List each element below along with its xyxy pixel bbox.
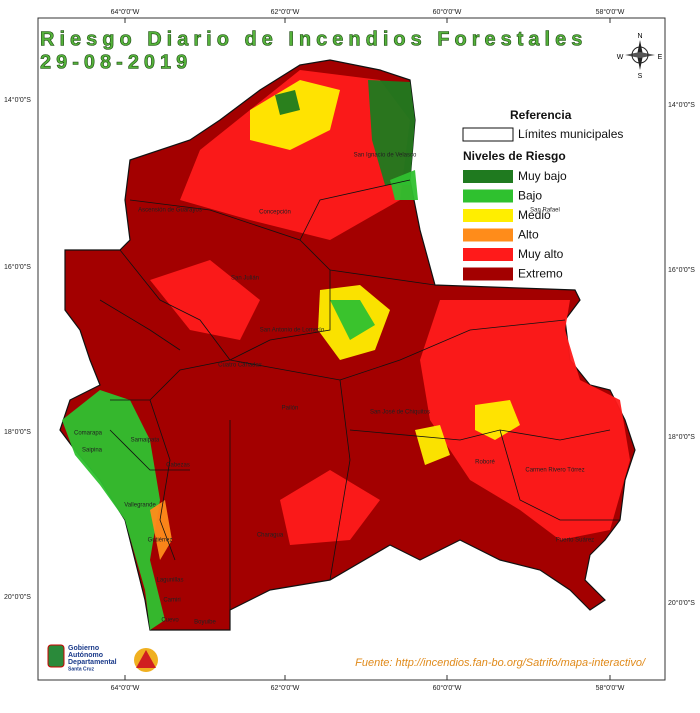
graticule-label: 18°0'0"S [668, 433, 695, 441]
compass-letter: N [637, 33, 642, 40]
map-title: Riesgo Diario de Incendios Forestales [40, 28, 587, 50]
compass-letter: S [638, 73, 643, 80]
legend-levels-title: Niveles de Riesgo [463, 149, 566, 163]
graticule-label: 14°0'0"S [4, 96, 31, 104]
municipality-label: Roboré [475, 460, 495, 466]
graticule-label: 64°0'0"W [111, 8, 140, 16]
compass-letter: W [617, 54, 624, 61]
legend-swatch [463, 228, 513, 242]
graticule-label: 14°0'0"S [668, 101, 695, 109]
logo-text: Autónomo [68, 652, 103, 659]
municipality-label: Pailón [282, 406, 299, 412]
graticule-label: 60°0'0"W [433, 684, 462, 692]
legend-swatch [463, 267, 513, 281]
municipality-label: Puerto Suárez [556, 538, 594, 544]
graticule-label: 62°0'0"W [271, 8, 300, 16]
department-map [59, 59, 636, 631]
risk-area [368, 80, 415, 185]
graticule-label: 20°0'0"S [4, 593, 31, 601]
legend-swatch [463, 170, 513, 183]
risk-area [150, 500, 172, 560]
legend-swatch [463, 209, 513, 222]
graticule-label: 58°0'0"W [596, 8, 625, 16]
logo-text: Santa Cruz [68, 666, 95, 672]
municipality-label: Saipina [82, 448, 103, 454]
municipal-boundaries [99, 179, 620, 610]
legend-boundary-swatch [462, 127, 514, 142]
municipality-label: Cuatro Cañadas [218, 363, 262, 369]
municipality-label: San Ignacio de Velasco [354, 153, 417, 159]
legend-label: Medio [518, 208, 551, 222]
municipality-label: Vallegrande [124, 503, 156, 509]
risk-area [475, 400, 520, 440]
municipality-label: San Antonio de Lomerío [260, 328, 325, 334]
legend-title: Referencia [510, 108, 572, 122]
map-date: 29-08-2019 [40, 51, 192, 73]
risk-area [330, 300, 375, 340]
legend-boundary-label: Límites municipales [518, 127, 623, 141]
compass-letter: E [658, 54, 663, 61]
municipality-label: San Julián [231, 276, 259, 282]
municipality-label: Cabezas [166, 463, 190, 469]
risk-area [180, 70, 410, 240]
risk-area [150, 260, 260, 340]
municipality-label: Ascensión de Guarayos [138, 208, 202, 214]
graticule-label: 20°0'0"S [668, 599, 695, 607]
graticule-label: 64°0'0"W [111, 684, 140, 692]
legend-label: Muy alto [518, 247, 564, 261]
legend-label: Muy bajo [518, 169, 567, 183]
risk-area [390, 170, 418, 200]
municipality-label: Concepción [259, 210, 291, 216]
municipality-label: Carmen Rivero Tórrez [525, 468, 584, 474]
municipality-label: Gutiérrez [148, 538, 173, 544]
logo-text: Departamental [68, 659, 117, 666]
municipality-label: Lagunillas [156, 578, 183, 584]
municipality-label: Charagua [257, 533, 284, 539]
graticule-label: 58°0'0"W [596, 684, 625, 692]
risk-area [420, 300, 630, 540]
municipality-label: San Rafael [530, 208, 560, 214]
legend-label: Extremo [518, 267, 563, 281]
municipality-label: Samaipata [131, 438, 160, 444]
risk-area [275, 90, 300, 115]
risk-area [415, 425, 450, 465]
graticule-label: 16°0'0"S [668, 266, 695, 274]
municipality-label: Cuevo [161, 618, 179, 624]
municipality-label: Boyuibe [194, 620, 216, 626]
legend-label: Bajo [518, 189, 542, 203]
legend-swatch [463, 189, 513, 203]
risk-area [62, 390, 165, 630]
municipality-label: Comarapa [74, 431, 103, 437]
compass [625, 40, 655, 70]
municipality-label: Camiri [163, 598, 180, 604]
graticule-label: 16°0'0"S [4, 263, 31, 271]
source-note: Fuente: http://incendios.fan-bo.org/Satr… [355, 657, 646, 669]
logo-text: Gobierno [68, 645, 99, 652]
risk-area [280, 470, 380, 545]
legend-label: Alto [518, 228, 539, 242]
logo [47, 644, 158, 672]
municipality-label: San José de Chiquitos [370, 410, 430, 416]
risk-area [250, 80, 340, 150]
graticule-label: 60°0'0"W [433, 8, 462, 16]
legend-swatch [463, 248, 513, 261]
graticule-label: 62°0'0"W [271, 684, 300, 692]
graticule-label: 18°0'0"S [4, 428, 31, 436]
